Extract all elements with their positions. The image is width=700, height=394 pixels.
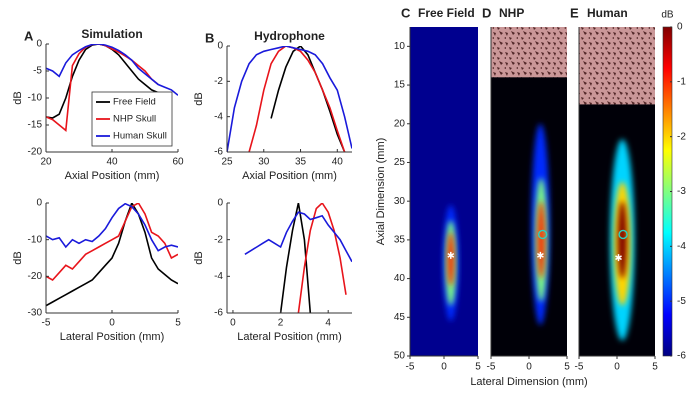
x-tick-label: 35: [295, 157, 307, 168]
panel-label: D: [482, 5, 491, 20]
colorbar-tick-label: -1: [677, 76, 686, 87]
colorbar-tick-label: -4: [677, 241, 686, 252]
skull-region: [491, 27, 567, 77]
panel-label: E: [570, 5, 579, 20]
data-line: [298, 203, 346, 313]
y-tick-label: -2: [214, 234, 223, 245]
chart-title: Simulation: [81, 27, 142, 41]
x-tick-label: 5: [652, 362, 658, 373]
y-tick-label: 45: [394, 312, 406, 323]
x-tick-label: 0: [526, 362, 532, 373]
y-tick-label: -15: [28, 120, 43, 131]
heatmap-field: [491, 27, 567, 356]
chart-title: Human: [587, 6, 628, 20]
x-tick-label: 5: [475, 362, 481, 373]
x-axis-label: Lateral Position (mm): [60, 331, 165, 343]
focal-spot: [447, 232, 454, 286]
y-tick-label: -4: [214, 111, 223, 122]
x-tick-label: 5: [564, 362, 570, 373]
x-axis-label: Axial Position (mm): [65, 170, 160, 182]
panel-label: A: [24, 28, 34, 43]
y-tick-label: 10: [394, 41, 406, 52]
colorbar-tick-label: -2: [677, 131, 686, 142]
x-tick-label: 0: [230, 318, 236, 329]
x-tick-label: 5: [175, 318, 181, 329]
y-axis-label: dB: [193, 251, 205, 264]
y-tick-label: -30: [28, 308, 43, 319]
x-tick-label: 30: [258, 157, 270, 168]
y-tick-label: 15: [394, 80, 406, 91]
y-tick-label: -2: [214, 76, 223, 87]
chart-title: Hydrophone: [254, 29, 325, 43]
y-tick-label: -4: [214, 271, 223, 282]
x-axis-label: Lateral Dimension (mm): [470, 376, 587, 388]
data-line: [227, 46, 352, 152]
data-line: [271, 46, 345, 152]
panel-label: B: [205, 30, 214, 45]
data-line: [46, 44, 178, 95]
x-tick-label: 0: [109, 318, 115, 329]
x-tick-label: -5: [487, 362, 496, 373]
x-tick-label: 2: [278, 318, 284, 329]
x-tick-label: 40: [106, 157, 118, 168]
y-tick-label: -6: [214, 308, 223, 319]
y-tick-label: -10: [28, 234, 43, 245]
y-tick-label: 50: [394, 351, 406, 362]
chart-title: NHP: [499, 6, 524, 20]
legend-label: Human Skull: [113, 131, 167, 142]
colorbar-title: dB: [661, 10, 674, 21]
legend-label: NHP Skull: [113, 114, 156, 125]
y-tick-label: -20: [28, 271, 43, 282]
skull-region: [579, 27, 655, 104]
y-tick-label: 40: [394, 273, 406, 284]
x-tick-label: 0: [614, 362, 620, 373]
x-tick-label: 40: [332, 157, 344, 168]
x-tick-label: -5: [42, 318, 51, 329]
y-tick-label: 35: [394, 235, 406, 246]
chart-title: Free Field: [418, 6, 475, 20]
y-tick-label: 30: [394, 196, 406, 207]
x-tick-label: 20: [40, 157, 52, 168]
y-tick-label: 20: [394, 118, 406, 129]
data-line: [249, 46, 345, 152]
field-background: [410, 27, 478, 356]
heatmap-field: [579, 27, 655, 356]
y-axis-label: dB: [12, 91, 24, 104]
y-tick-label: 0: [36, 39, 42, 50]
legend-label: Free Field: [113, 97, 156, 108]
data-line: [46, 204, 178, 251]
x-tick-label: -5: [406, 362, 415, 373]
y-tick-label: -10: [28, 93, 43, 104]
x-axis-label: Lateral Position (mm): [237, 331, 342, 343]
x-tick-label: -5: [575, 362, 584, 373]
y-tick-label: 0: [36, 198, 42, 209]
y-axis-label: dB: [12, 251, 24, 264]
y-tick-label: 0: [217, 198, 223, 209]
x-tick-label: 60: [172, 157, 184, 168]
y-axis-label: Axial Dimension (mm): [375, 138, 387, 246]
colorbar-tick-label: -6: [677, 351, 686, 362]
y-tick-label: -5: [33, 66, 42, 77]
y-tick-label: 0: [217, 41, 223, 52]
figure: 0-5-10-15-20204060Axial Position (mm)dBS…: [0, 0, 700, 394]
colorbar-tick-label: -3: [677, 186, 686, 197]
y-axis-label: dB: [193, 92, 205, 105]
colorbar-tick-label: -5: [677, 296, 686, 307]
heatmap-field: [410, 27, 478, 356]
focal-spot: [618, 201, 627, 278]
colorbar-tick-label: 0: [677, 22, 683, 33]
panel-label: C: [401, 5, 411, 20]
x-tick-label: 25: [221, 157, 233, 168]
x-tick-label: 4: [325, 318, 331, 329]
y-tick-label: 25: [394, 157, 406, 168]
x-axis-label: Axial Position (mm): [242, 170, 337, 182]
x-tick-label: 0: [441, 362, 447, 373]
focal-spot: [537, 201, 545, 278]
